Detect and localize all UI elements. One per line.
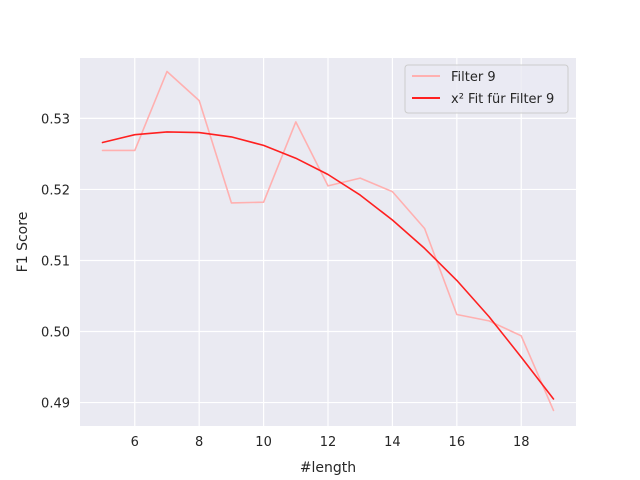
x-tick-label: 12	[320, 435, 337, 450]
grid	[80, 58, 576, 426]
legend: Filter 9 x² Fit für Filter 9	[404, 64, 569, 114]
legend-label-filter-9: Filter 9	[451, 70, 496, 85]
legend-box	[404, 64, 569, 114]
series-lines	[101, 70, 555, 412]
x-tick-label: 10	[255, 435, 272, 450]
y-tick-label: 0.53	[41, 112, 70, 127]
y-tick-label: 0.49	[41, 397, 70, 412]
x-tick-label: 16	[449, 435, 466, 450]
x-tick-label: 6	[131, 435, 139, 450]
y-tick-label: 0.50	[41, 326, 70, 341]
series-line-fit	[101, 131, 555, 400]
y-tick-label: 0.51	[41, 254, 70, 269]
x-tick-label: 18	[513, 435, 530, 450]
y-axis-label: F1 Score	[15, 212, 31, 273]
tick-labels: 6 8 10 12 14 16 18 0.49 0.50 0.51 0.52 0.53	[41, 112, 529, 450]
series-line-filter-9	[101, 70, 555, 412]
legend-label-fit: x² Fit für Filter 9	[451, 92, 554, 107]
y-tick-label: 0.52	[41, 183, 70, 198]
x-tick-label: 8	[195, 435, 203, 450]
x-tick-label: 14	[384, 435, 401, 450]
x-axis-label: #length	[300, 460, 356, 476]
